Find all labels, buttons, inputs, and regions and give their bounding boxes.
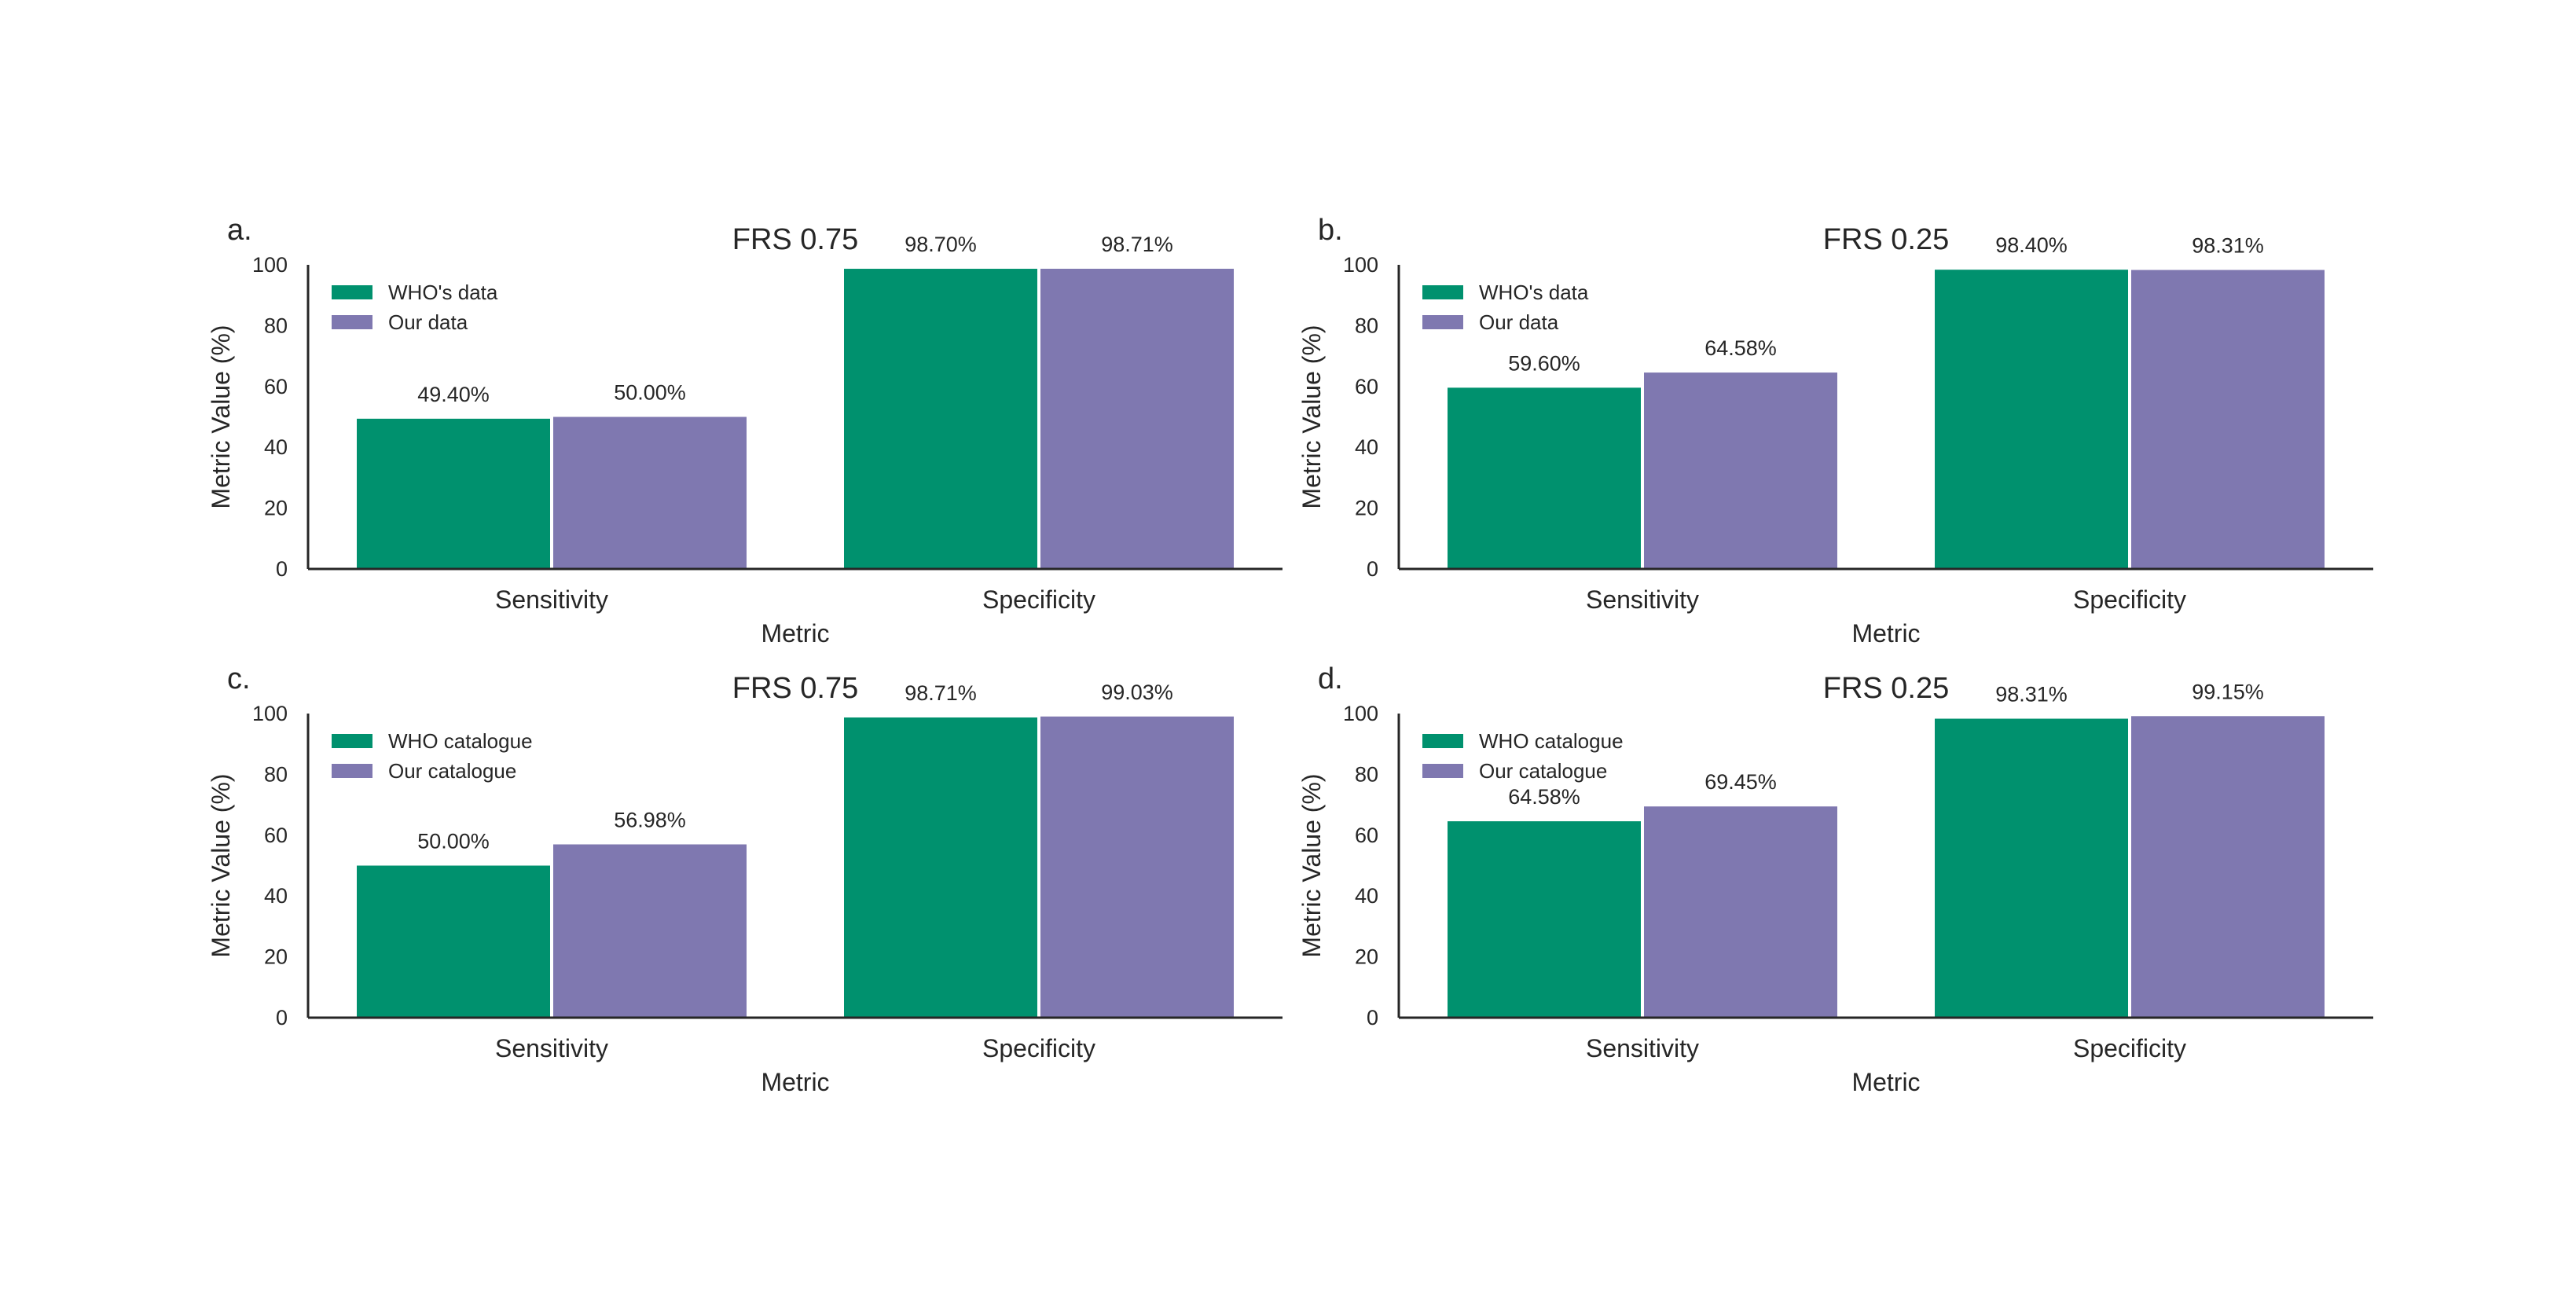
bar-who-catalogue-sensitivity xyxy=(1448,821,1641,1018)
data-label: 98.71% xyxy=(1101,233,1173,256)
y-axis-label: Metric Value (%) xyxy=(1297,325,1326,508)
x-tick-label: Specificity xyxy=(982,1034,1095,1062)
y-tick-label: 0 xyxy=(276,557,288,581)
bar-our-catalogue-sensitivity xyxy=(1644,806,1837,1018)
bar-our-catalogue-specificity xyxy=(2131,716,2325,1018)
y-tick-label: 80 xyxy=(1355,314,1378,337)
y-tick-label: 0 xyxy=(1367,1006,1378,1029)
legend-swatch xyxy=(332,734,372,748)
bar-who-s-data-specificity xyxy=(1935,270,2128,569)
bar-who-catalogue-specificity xyxy=(844,717,1037,1018)
data-label: 64.58% xyxy=(1508,785,1580,809)
bar-who-s-data-sensitivity xyxy=(357,418,550,569)
x-tick-label: Specificity xyxy=(982,585,1095,614)
data-label: 98.71% xyxy=(905,681,977,705)
legend-label: Our catalogue xyxy=(1479,759,1607,783)
legend-label: Our data xyxy=(388,310,468,334)
legend-swatch xyxy=(332,285,372,299)
legend-swatch xyxy=(332,315,372,329)
legend-swatch xyxy=(1422,764,1463,778)
y-tick-label: 40 xyxy=(264,435,288,459)
legend-label: WHO catalogue xyxy=(1479,729,1624,753)
legend-label: Our data xyxy=(1479,310,1559,334)
bar-who-catalogue-sensitivity xyxy=(357,865,550,1018)
y-tick-label: 20 xyxy=(264,945,288,969)
x-axis-label: Metric xyxy=(1851,1068,1920,1096)
bar-our-data-sensitivity xyxy=(1644,372,1837,569)
y-tick-label: 100 xyxy=(1343,702,1378,725)
data-label: 98.31% xyxy=(2192,234,2264,258)
y-tick-label: 40 xyxy=(264,884,288,908)
y-tick-label: 0 xyxy=(276,1006,288,1029)
y-tick-label: 60 xyxy=(264,375,288,398)
data-label: 98.40% xyxy=(1995,233,2068,257)
data-label: 59.60% xyxy=(1508,351,1580,375)
y-tick-label: 40 xyxy=(1355,884,1378,908)
legend-label: WHO's data xyxy=(388,281,498,304)
bar-our-catalogue-sensitivity xyxy=(553,844,747,1018)
x-tick-label: Sensitivity xyxy=(1586,585,1699,614)
data-label: 69.45% xyxy=(1704,770,1777,794)
data-label: 98.70% xyxy=(905,233,977,256)
y-tick-label: 60 xyxy=(1355,824,1378,847)
x-tick-label: Sensitivity xyxy=(495,585,608,614)
y-tick-label: 60 xyxy=(1355,375,1378,398)
y-tick-label: 100 xyxy=(1343,253,1378,277)
bar-our-data-sensitivity xyxy=(553,416,747,569)
y-tick-label: 0 xyxy=(1367,557,1378,581)
legend-label: Our catalogue xyxy=(388,759,516,783)
data-label: 98.31% xyxy=(1995,683,2068,706)
bar-who-s-data-sensitivity xyxy=(1448,387,1641,569)
bar-our-data-specificity xyxy=(1040,268,1234,569)
chart-title: FRS 0.25 xyxy=(1823,672,1950,705)
x-axis-label: Metric xyxy=(1851,619,1920,648)
y-tick-label: 60 xyxy=(264,824,288,847)
y-tick-label: 100 xyxy=(252,253,288,277)
data-label: 99.03% xyxy=(1101,681,1173,704)
legend-swatch xyxy=(1422,315,1463,329)
y-tick-label: 80 xyxy=(1355,762,1378,786)
y-tick-label: 100 xyxy=(252,702,288,725)
y-tick-label: 80 xyxy=(264,314,288,337)
data-label: 56.98% xyxy=(614,808,686,831)
legend-swatch xyxy=(332,764,372,778)
legend-swatch xyxy=(1422,285,1463,299)
x-tick-label: Sensitivity xyxy=(495,1034,608,1062)
data-label: 49.40% xyxy=(417,383,490,406)
data-label: 99.15% xyxy=(2192,680,2264,703)
bar-our-data-specificity xyxy=(2131,270,2325,569)
chart-title: FRS 0.75 xyxy=(732,223,859,256)
legend-swatch xyxy=(1422,734,1463,748)
panel-label: d. xyxy=(1318,662,1343,695)
bar-our-catalogue-specificity xyxy=(1040,716,1234,1018)
bar-who-catalogue-specificity xyxy=(1935,718,2128,1018)
y-tick-label: 20 xyxy=(1355,945,1378,969)
x-tick-label: Sensitivity xyxy=(1586,1034,1699,1062)
x-axis-label: Metric xyxy=(761,619,829,648)
panel-label: b. xyxy=(1318,214,1343,247)
panel-label: c. xyxy=(227,662,251,695)
y-tick-label: 80 xyxy=(264,762,288,786)
data-label: 50.00% xyxy=(614,381,686,405)
chart-title: FRS 0.25 xyxy=(1823,223,1950,256)
y-tick-label: 20 xyxy=(264,497,288,520)
x-axis-label: Metric xyxy=(761,1068,829,1096)
x-tick-label: Specificity xyxy=(2073,1034,2186,1062)
y-tick-label: 40 xyxy=(1355,435,1378,459)
panel-label: a. xyxy=(227,214,252,247)
bar-who-s-data-specificity xyxy=(844,269,1037,569)
y-axis-label: Metric Value (%) xyxy=(207,325,235,508)
y-tick-label: 20 xyxy=(1355,497,1378,520)
legend-label: WHO catalogue xyxy=(388,729,533,753)
y-axis-label: Metric Value (%) xyxy=(207,773,235,957)
chart-title: FRS 0.75 xyxy=(732,672,859,705)
y-axis-label: Metric Value (%) xyxy=(1297,773,1326,957)
x-tick-label: Specificity xyxy=(2073,585,2186,614)
legend-label: WHO's data xyxy=(1479,281,1589,304)
data-label: 50.00% xyxy=(417,830,490,853)
data-label: 64.58% xyxy=(1704,336,1777,360)
